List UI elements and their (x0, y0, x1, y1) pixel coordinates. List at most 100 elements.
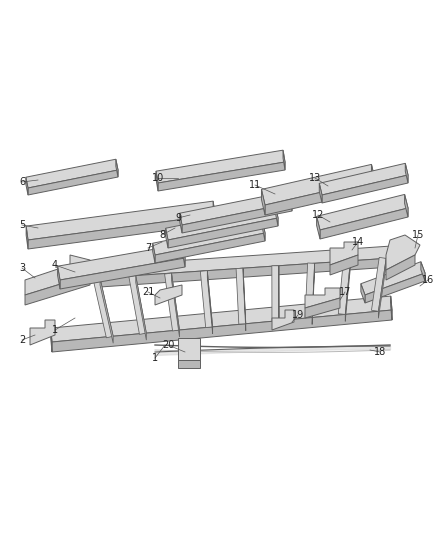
Text: 4: 4 (52, 260, 58, 270)
Polygon shape (378, 259, 386, 318)
Text: 2: 2 (19, 335, 25, 345)
Polygon shape (178, 338, 200, 360)
Text: 15: 15 (412, 230, 424, 240)
Polygon shape (361, 284, 365, 303)
Text: 19: 19 (292, 310, 304, 320)
Polygon shape (165, 273, 180, 331)
Polygon shape (129, 276, 146, 334)
Polygon shape (283, 150, 285, 170)
Polygon shape (319, 163, 408, 195)
Polygon shape (153, 243, 155, 263)
Polygon shape (172, 273, 180, 337)
Polygon shape (200, 271, 213, 328)
Text: 16: 16 (422, 275, 434, 285)
Polygon shape (272, 266, 279, 321)
Polygon shape (57, 266, 60, 289)
Polygon shape (155, 233, 265, 263)
Text: 10: 10 (152, 173, 164, 183)
Polygon shape (290, 191, 292, 211)
Polygon shape (338, 260, 350, 314)
Text: 13: 13 (309, 173, 321, 183)
Text: 9: 9 (175, 213, 181, 223)
Polygon shape (319, 183, 322, 203)
Polygon shape (276, 206, 278, 226)
Polygon shape (243, 268, 246, 331)
Polygon shape (207, 271, 213, 334)
Polygon shape (322, 175, 408, 203)
Polygon shape (178, 360, 200, 368)
Polygon shape (136, 276, 146, 340)
Polygon shape (261, 164, 375, 205)
Text: 18: 18 (374, 347, 386, 357)
Polygon shape (261, 189, 265, 215)
Polygon shape (51, 296, 392, 342)
Polygon shape (330, 242, 358, 265)
Polygon shape (213, 201, 215, 224)
Polygon shape (52, 310, 392, 352)
Polygon shape (365, 273, 425, 303)
Polygon shape (99, 266, 100, 287)
Polygon shape (312, 263, 314, 325)
Polygon shape (57, 244, 185, 280)
Text: 8: 8 (159, 230, 165, 240)
Polygon shape (60, 258, 185, 289)
Polygon shape (236, 268, 246, 324)
Text: 6: 6 (19, 177, 25, 187)
Polygon shape (421, 262, 425, 281)
Polygon shape (305, 263, 314, 318)
Text: 1: 1 (152, 353, 158, 363)
Polygon shape (51, 328, 52, 352)
Polygon shape (156, 150, 285, 183)
Polygon shape (182, 203, 292, 233)
Text: 12: 12 (312, 210, 324, 220)
Text: 11: 11 (249, 180, 261, 190)
Text: 20: 20 (162, 340, 174, 350)
Polygon shape (26, 177, 28, 195)
Polygon shape (320, 208, 408, 239)
Polygon shape (166, 228, 168, 248)
Polygon shape (28, 170, 118, 195)
Polygon shape (405, 195, 408, 217)
Polygon shape (155, 285, 182, 305)
Polygon shape (158, 162, 285, 191)
Polygon shape (26, 226, 28, 249)
Polygon shape (305, 288, 340, 308)
Polygon shape (28, 215, 215, 249)
Polygon shape (183, 244, 185, 267)
Polygon shape (100, 278, 113, 343)
Text: 5: 5 (19, 220, 25, 230)
Polygon shape (386, 235, 420, 270)
Text: 1: 1 (52, 325, 58, 335)
Polygon shape (391, 296, 392, 320)
Text: 7: 7 (145, 243, 151, 253)
Polygon shape (405, 163, 408, 183)
Polygon shape (265, 180, 375, 215)
Polygon shape (263, 221, 265, 241)
Polygon shape (371, 164, 375, 190)
Polygon shape (153, 221, 265, 255)
Polygon shape (345, 261, 350, 321)
Polygon shape (361, 262, 425, 295)
Polygon shape (25, 255, 90, 295)
Polygon shape (272, 310, 294, 330)
Polygon shape (305, 298, 340, 318)
Polygon shape (30, 320, 55, 345)
Polygon shape (166, 206, 278, 240)
Text: 14: 14 (352, 237, 364, 247)
Polygon shape (317, 195, 408, 230)
Polygon shape (180, 213, 182, 233)
Polygon shape (168, 218, 278, 248)
Polygon shape (26, 201, 215, 240)
Polygon shape (99, 246, 392, 278)
Polygon shape (317, 216, 320, 239)
Polygon shape (330, 255, 358, 275)
Polygon shape (386, 255, 415, 280)
Text: 21: 21 (142, 287, 154, 297)
Polygon shape (391, 246, 392, 267)
Polygon shape (25, 275, 90, 305)
Polygon shape (100, 258, 392, 287)
Text: 17: 17 (339, 287, 351, 297)
Polygon shape (116, 159, 118, 177)
Text: 3: 3 (19, 263, 25, 273)
Polygon shape (93, 278, 113, 338)
